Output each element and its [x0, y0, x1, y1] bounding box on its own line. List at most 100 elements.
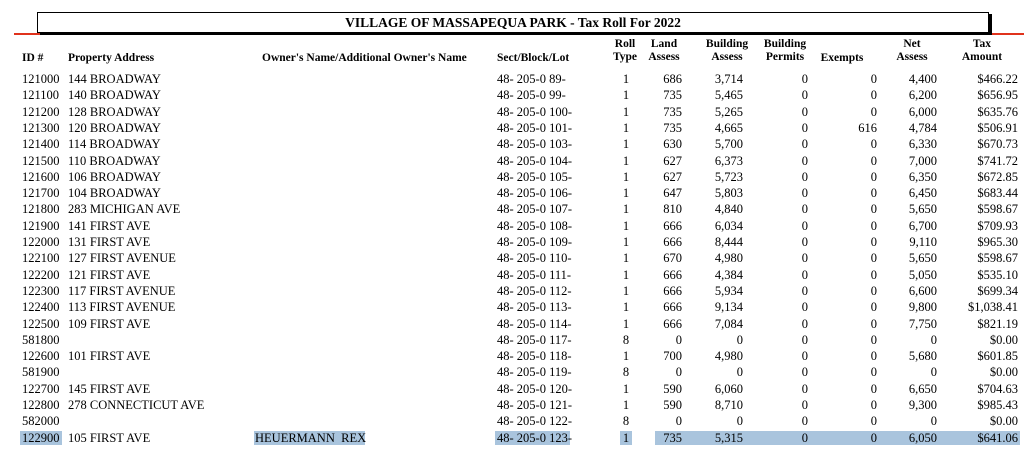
cell: 6,060 [714, 381, 743, 396]
cell: 0 [801, 137, 808, 152]
cell: 590 [663, 398, 682, 412]
cell: 0 [870, 235, 877, 249]
cell: 0 [801, 202, 808, 217]
cell: 48- 205-0 105- [497, 169, 572, 184]
cell: 1 [622, 381, 630, 396]
cell: 4,980 [714, 251, 743, 266]
cell: 144 BROADWAY [68, 72, 161, 86]
column-header: Net Assess [896, 38, 928, 63]
cell: 4,840 [714, 202, 743, 217]
cell: 48- 205-0 111- [497, 267, 572, 282]
cell: 666 [663, 235, 682, 249]
column-header: Owner's Name/Additional Owner's Name [262, 52, 467, 64]
cell: $985.43 [977, 398, 1018, 412]
cell: $699.34 [977, 283, 1018, 298]
cell: 48- 205-0 122- [497, 414, 572, 429]
cell: 121400 [22, 137, 60, 152]
cell: 121800 [22, 202, 60, 217]
cell: 6,600 [908, 283, 937, 298]
cell: $598.67 [977, 202, 1018, 217]
cell: 0 [870, 300, 877, 315]
cell: 0 [801, 398, 808, 412]
cell: 0 [675, 414, 682, 429]
cell: 647 [663, 186, 682, 201]
cell: 0 [870, 218, 877, 233]
cell: 121500 [22, 153, 60, 168]
cell: $672.85 [977, 169, 1018, 184]
cell: 104 BROADWAY [68, 186, 161, 201]
cell: 48- 205-0 108- [497, 218, 572, 233]
cell: 581900 [22, 365, 60, 380]
cell: 7,084 [714, 316, 743, 331]
cell: $0.00 [989, 332, 1018, 347]
cell: 122900 [22, 430, 60, 445]
cell: 0 [801, 381, 808, 396]
cell: $709.93 [977, 218, 1018, 233]
cell: 48- 205-0 100- [497, 104, 572, 119]
column-header: Building Assess [705, 38, 749, 63]
cell: 1 [622, 251, 630, 266]
cell: 5,700 [714, 137, 743, 152]
cell: 1 [622, 104, 630, 119]
cell: 0 [801, 169, 808, 184]
cell: 6,373 [714, 153, 743, 168]
cell: 0 [870, 251, 877, 266]
column-header: ID # [22, 52, 44, 64]
cell: 627 [663, 169, 682, 184]
cell: 141 FIRST AVE [68, 218, 151, 233]
cell: 1 [622, 186, 630, 201]
cell: $1,038.41 [968, 300, 1018, 315]
cell: 0 [870, 104, 877, 119]
cell: 5,265 [714, 104, 743, 119]
cell: 121100 [22, 88, 60, 103]
cell: $466.22 [977, 72, 1018, 86]
cell: 5,680 [908, 349, 937, 364]
cell: 4,665 [714, 120, 743, 135]
cell: 3,714 [714, 72, 743, 86]
cell: 120 BROADWAY [68, 120, 161, 135]
cell: 1 [622, 218, 630, 233]
cell: 8,444 [714, 235, 743, 249]
cell: 4,384 [714, 267, 743, 282]
cell: 48- 205-0 112- [497, 283, 572, 298]
cell: 627 [663, 153, 682, 168]
cell: 5,803 [714, 186, 743, 201]
cell: 686 [663, 72, 682, 86]
cell: 0 [801, 316, 808, 331]
cell: 0 [801, 120, 808, 135]
cell: 9,110 [909, 235, 937, 249]
cell: 117 FIRST AVENUE [68, 283, 176, 298]
cell: 48- 205-0 89- [497, 72, 566, 86]
column-header: Sect/Block/Lot [497, 52, 570, 64]
cell: 48- 205-0 120- [497, 381, 572, 396]
cell: 127 FIRST AVENUE [68, 251, 176, 266]
cell: 0 [870, 398, 877, 412]
cell: 9,134 [714, 300, 743, 315]
cell: 0 [736, 332, 743, 347]
cell: 48- 205-0 99- [497, 88, 566, 103]
cell: $635.76 [977, 104, 1018, 119]
cell: 6,700 [908, 218, 937, 233]
cell: 105 FIRST AVE [68, 430, 151, 445]
cell: $741.72 [977, 153, 1018, 168]
cell: 140 BROADWAY [68, 88, 161, 103]
cell: 1 [622, 316, 630, 331]
cell: 666 [663, 300, 682, 315]
cell: 128 BROADWAY [68, 104, 161, 119]
cell: 278 CONNECTICUT AVE [68, 398, 205, 412]
cell: 0 [870, 202, 877, 217]
cell: 0 [870, 316, 877, 331]
cell: $821.19 [977, 316, 1018, 331]
cell: 0 [675, 365, 682, 380]
cell: 0 [736, 365, 743, 380]
cell: 0 [870, 267, 877, 282]
cell: 0 [870, 430, 877, 445]
cell: 0 [801, 186, 808, 201]
cell: 48- 205-0 106- [497, 186, 572, 201]
row-highlight [254, 430, 365, 445]
cell: 0 [801, 365, 808, 380]
cell: 1 [622, 430, 630, 445]
cell: 122100 [22, 251, 60, 266]
cell: 6,350 [908, 169, 937, 184]
